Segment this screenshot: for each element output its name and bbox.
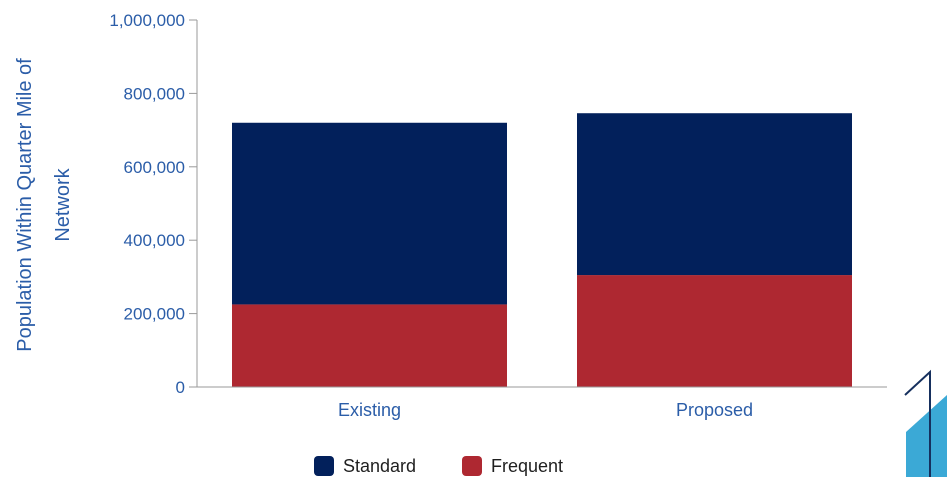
logo-accent-shape	[906, 395, 947, 477]
bar-frequent-existing	[232, 304, 507, 387]
brand-logo-mark	[904, 369, 947, 477]
bar-frequent-proposed	[577, 275, 852, 387]
legend-label-standard: Standard	[343, 456, 416, 476]
logo-line-shape	[904, 369, 931, 477]
y-axis-ticks: 0 200,000 400,000 600,000 800,000 1,000,000	[109, 11, 197, 397]
bar-standard-proposed	[577, 113, 852, 276]
legend-swatch-frequent	[462, 456, 482, 476]
y-tick-label: 800,000	[124, 84, 185, 103]
x-category-label: Existing	[338, 400, 401, 420]
y-axis-title-line1: Population Within Quarter Mile of	[14, 58, 36, 352]
legend-swatch-standard	[314, 456, 334, 476]
x-axis-labels: Existing Proposed	[338, 400, 753, 420]
x-category-label: Proposed	[676, 400, 753, 420]
y-tick-label: 400,000	[124, 231, 185, 250]
legend: Standard Frequent	[314, 456, 563, 476]
y-tick-label: 1,000,000	[109, 11, 185, 30]
y-axis-title-line2: Network	[52, 167, 74, 241]
bars	[232, 113, 852, 387]
y-tick-label: 0	[176, 378, 185, 397]
y-tick-label: 600,000	[124, 158, 185, 177]
bar-standard-existing	[232, 122, 507, 305]
legend-label-frequent: Frequent	[491, 456, 563, 476]
y-tick-label: 200,000	[124, 305, 185, 324]
axes	[196, 20, 887, 388]
